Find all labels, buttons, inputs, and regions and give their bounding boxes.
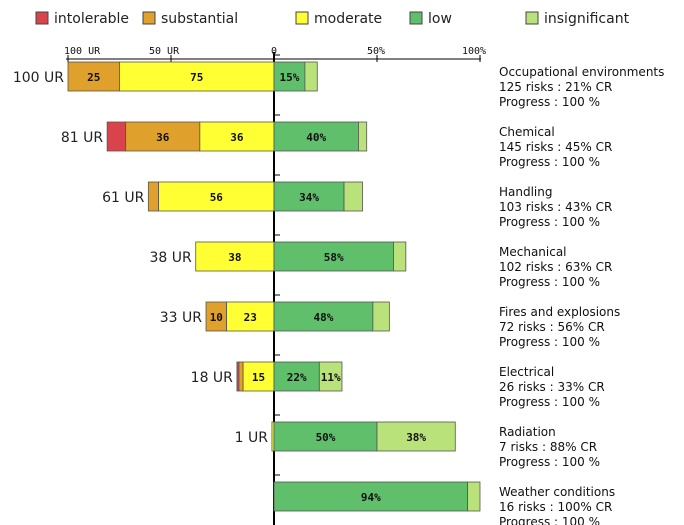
legend-label-moderate: moderate [314,11,382,27]
legend-label-low: low [428,11,452,27]
legend-label-intolerable: intolerable [54,11,129,27]
row-3-risks: 102 risks : 63% CR [499,260,612,274]
row-2-right-insignificant [343,181,363,212]
row-6-risks: 7 risks : 88% CR [499,440,597,454]
row-5-right-label-insignificant: 11% [321,371,341,384]
bars: 100 UR 25 75 15% 81 UR 36 36 40% 61 UR 56 34% 38 UR… [13,61,481,512]
row-3-progress: Progress : 100 % [499,275,600,289]
row-5-ur-label: 18 UR [191,370,234,386]
row-4-left-label-moderate: 23 [244,311,257,324]
row-4-right-low [273,301,374,332]
legend-swatch-insignificant [525,11,539,25]
row-0-ur-label: 100 UR [13,70,64,86]
row-0-right-label-low: 15% [280,71,300,84]
row-4-left-label-substantial: 10 [210,311,223,324]
row-1-progress: Progress : 100 % [499,155,600,169]
row-6-right-label-insignificant: 38% [406,431,426,444]
row-5-right-insignificant [318,361,343,392]
row-0-right-low [273,61,306,92]
row-7-progress: Progress : 100 % [499,515,600,525]
legend-label-insignificant: insignificant [544,11,630,27]
row-0-risks: 125 risks : 21% CR [499,80,612,94]
row-4-right-insignificant [372,301,390,332]
row-0-left-label-substantial: 25 [87,71,100,84]
axes: 100 UR 50 UR 0 50% 100% [64,46,486,525]
row-1-right-low [273,121,359,152]
row-6-name: Radiation [499,425,556,439]
row-2-left-label-moderate: 56 [210,191,224,204]
row-1-left-intolerable [106,121,127,152]
row-5-risks: 26 risks : 33% CR [499,380,605,394]
row-3-left-moderate [195,241,275,272]
row-2-ur-label: 61 UR [102,190,145,206]
row-1-right-label-low: 40% [306,131,326,144]
row-5-left-moderate [242,361,275,392]
row-1-left-substantial [125,121,201,152]
row-5-progress: Progress : 100 % [499,395,600,409]
row-3-right-label-low: 58% [324,251,344,264]
row-7-risks: 16 risks : 100% CR [499,500,612,514]
row-2-left-substantial [147,181,160,212]
row-6-right-insignificant [376,421,456,452]
row-3-left-label-moderate: 38 [228,251,241,264]
left-tick-label-50: 50 UR [149,46,180,57]
row-1-left-moderate [199,121,275,152]
row-4-right-label-low: 48% [314,311,334,324]
legend-label-substantial: substantial [161,11,238,27]
row-0-right-insignificant [304,61,318,92]
row-0-left-substantial [67,61,120,92]
row-6-right-label-low: 50% [316,431,336,444]
row-3-name: Mechanical [499,245,567,259]
row-1-risks: 145 risks : 45% CR [499,140,612,154]
row-1-right-insignificant [358,121,368,152]
row-4-name: Fires and explosions [499,305,620,319]
legend: intolerable substantial moderate low insigni… [35,11,630,27]
row-4-left-moderate [226,301,275,332]
row-3-right-insignificant [393,241,407,272]
right-tick-label-100: 100% [462,46,486,57]
row-1-name: Chemical [499,125,555,139]
row-4-ur-label: 33 UR [160,310,203,326]
legend-swatch-low [409,11,423,25]
left-tick-label-100: 100 UR [64,46,101,57]
row-2-progress: Progress : 100 % [499,215,600,229]
row-0-left-label-moderate: 75 [190,71,203,84]
row-7-name: Weather conditions [499,485,615,499]
row-3-ur-label: 38 UR [149,250,192,266]
row-2-right-label-low: 34% [299,191,319,204]
row-5-left-substantial [238,361,244,392]
row-7-right-insignificant [467,481,481,512]
row-2-name: Handling [499,185,553,199]
row-7-right-label-low: 94% [361,491,381,504]
row-2-right-low [273,181,345,212]
row-7-right-low [273,481,469,512]
left-tick-label-0: 0 [271,46,277,57]
row-1-left-label-substantial: 36 [156,131,170,144]
row-0-name: Occupational environments [499,65,664,79]
row-4-risks: 72 risks : 56% CR [499,320,605,334]
row-6-progress: Progress : 100 % [499,455,600,469]
legend-swatch-substantial [142,11,156,25]
row-5-name: Electrical [499,365,554,379]
row-5-right-low [273,361,320,392]
row-5-left-label-moderate: 15 [252,371,265,384]
legend-swatch-moderate [295,11,309,25]
row-1-left-label-moderate: 36 [230,131,244,144]
row-6-ur-label: 1 UR [235,430,269,446]
legend-swatch-intolerable [35,11,49,25]
row-2-risks: 103 risks : 43% CR [499,200,612,214]
right-tick-label-50: 50% [367,46,385,57]
row-1-ur-label: 81 UR [61,130,104,146]
row-0-progress: Progress : 100 % [499,95,600,109]
row-5-right-label-low: 22% [287,371,307,384]
row-3-right-low [273,241,394,272]
row-4-progress: Progress : 100 % [499,335,600,349]
